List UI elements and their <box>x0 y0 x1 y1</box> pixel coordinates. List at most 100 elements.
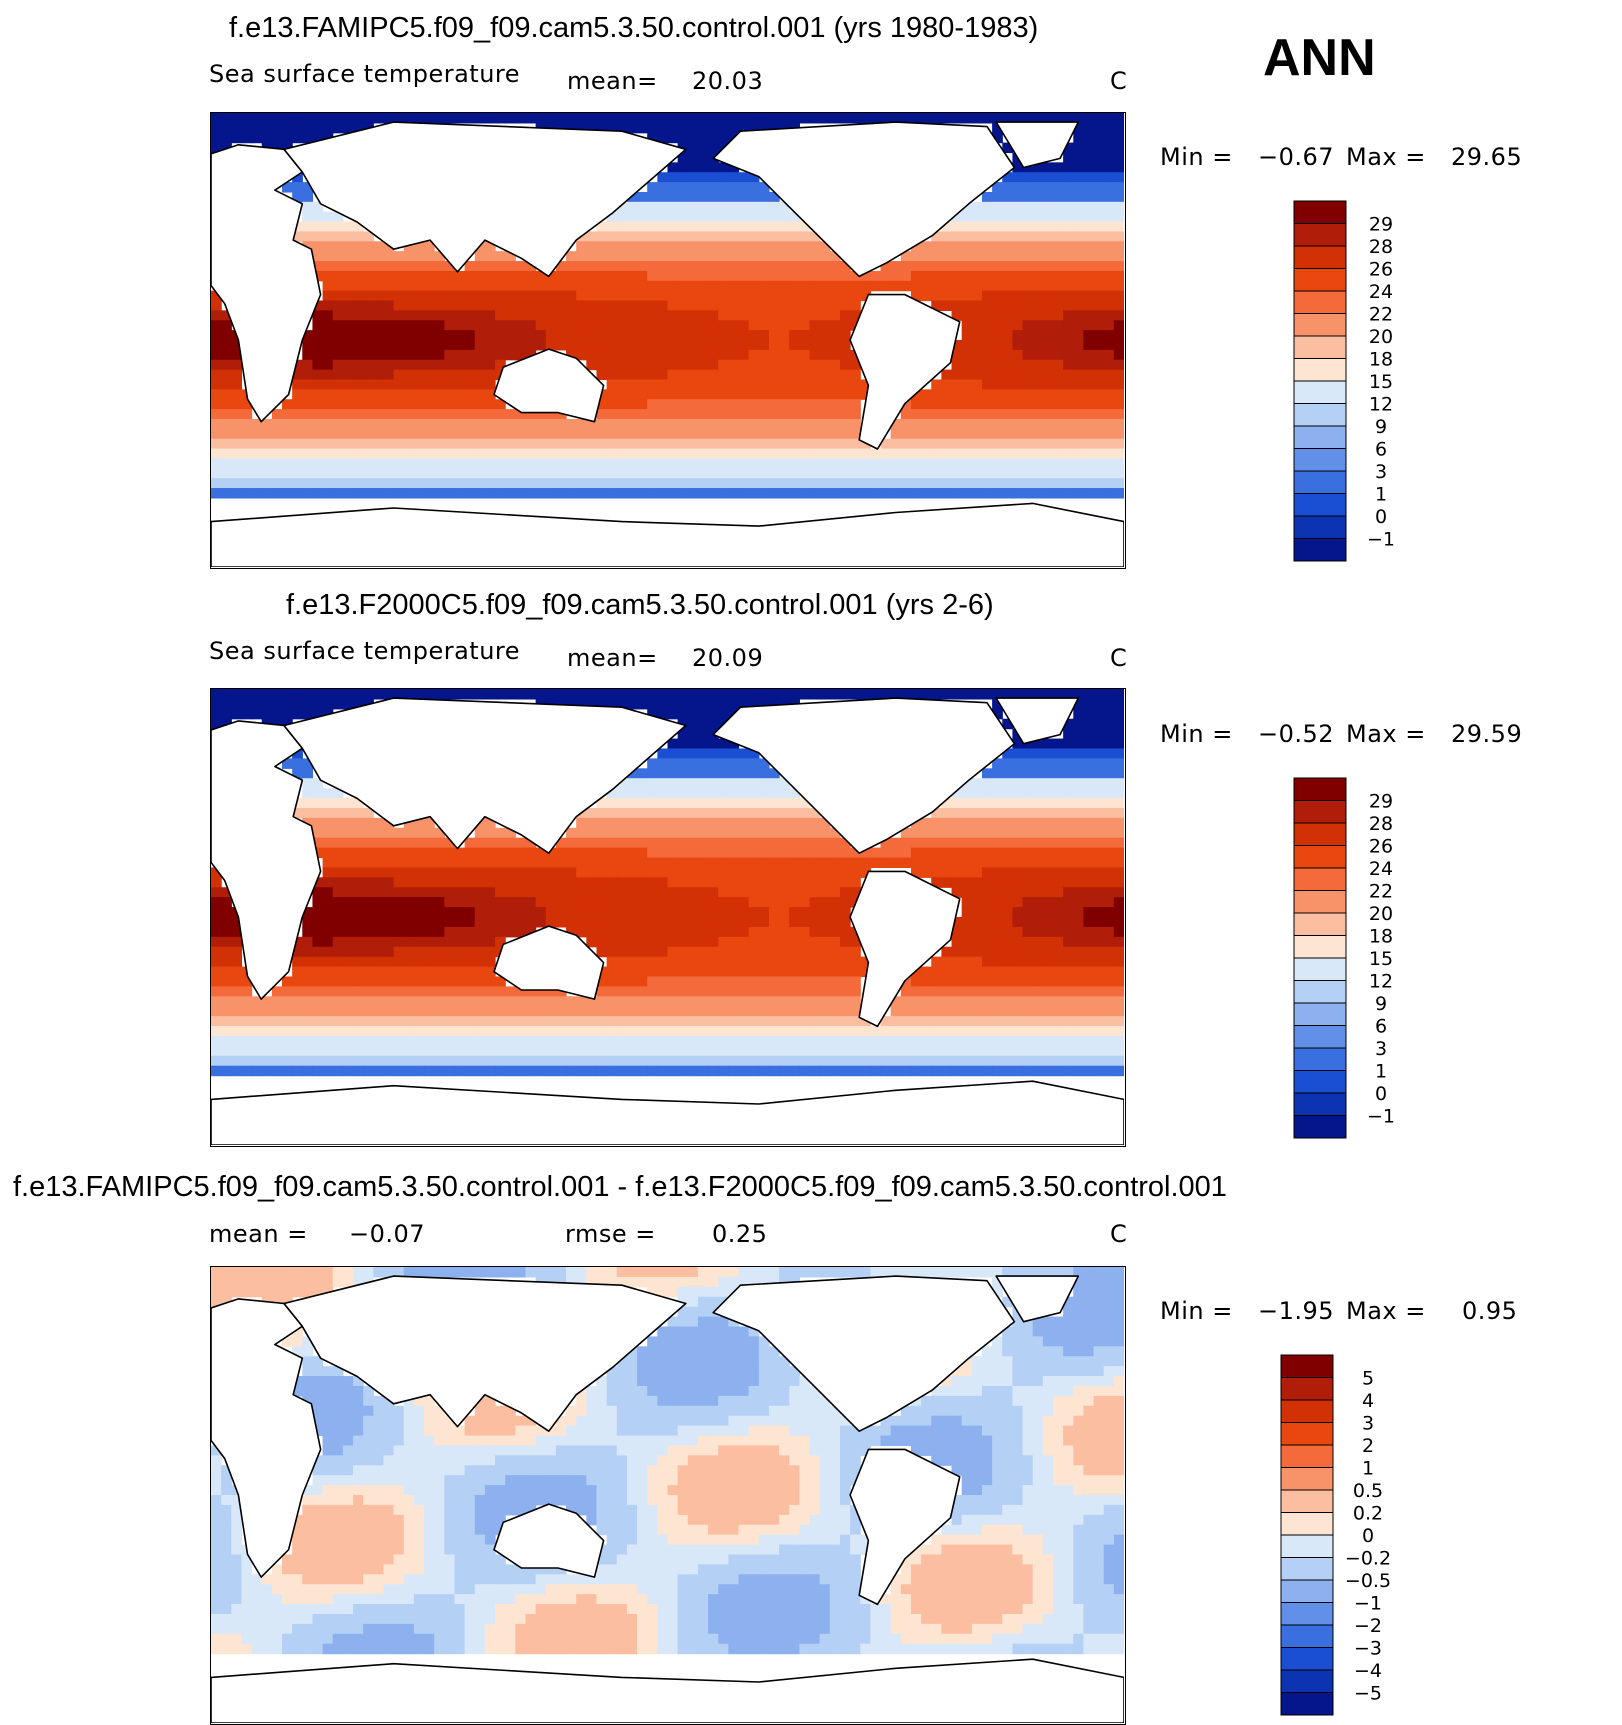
colorbar-swatch <box>1293 777 1347 801</box>
colorbar-tick-label: 4 <box>1362 1390 1374 1412</box>
panel-1-max-value: 29.65 <box>1451 143 1523 171</box>
colorbar-tick-label: 6 <box>1375 439 1387 461</box>
panel-3-rmse-label: rmse = <box>565 1220 656 1248</box>
panel-2-colorbar: 29 28 26 24 22 20 18 15 12 9 6 3 1 0 −1 <box>1293 777 1413 1142</box>
colorbar-swatch <box>1293 268 1347 292</box>
colorbar-tick-label: 15 <box>1369 948 1393 970</box>
colorbar-swatch <box>1280 1624 1334 1648</box>
coastline <box>211 1658 1124 1723</box>
colorbar-swatch <box>1280 1602 1334 1626</box>
colorbar-swatch <box>1293 1070 1347 1094</box>
coastline <box>283 1275 687 1432</box>
coastline <box>283 121 687 278</box>
colorbar-swatch <box>1280 1557 1334 1581</box>
colorbar-tick-label: 15 <box>1369 371 1393 393</box>
colorbar-tick-label: 3 <box>1362 1413 1374 1435</box>
colorbar-tick-label: 20 <box>1369 326 1393 348</box>
colorbar-swatch <box>1280 1669 1334 1693</box>
colorbar-swatch <box>1293 1047 1347 1071</box>
colorbar-tick-label: 5 <box>1362 1368 1374 1390</box>
panel-2-units: C <box>1110 644 1128 672</box>
colorbar-tick-label: 28 <box>1369 236 1393 258</box>
coastline <box>995 697 1080 745</box>
panel-2-max-value: 29.59 <box>1451 720 1523 748</box>
panel-2-title: f.e13.F2000C5.f09_f09.cam5.3.50.control.… <box>286 589 994 621</box>
coastline <box>211 1080 1124 1145</box>
colorbar-swatch <box>1280 1534 1334 1558</box>
panel-1-map <box>210 112 1126 569</box>
colorbar-swatch <box>1280 1422 1334 1446</box>
coastline <box>849 870 961 1028</box>
colorbar-tick-label: 9 <box>1375 993 1387 1015</box>
colorbar-swatch <box>1293 912 1347 936</box>
panel-2-mean-label: mean= <box>567 644 658 672</box>
colorbar-tick-label: 24 <box>1369 858 1393 880</box>
colorbar-swatch <box>1293 980 1347 1004</box>
coastline <box>493 1503 605 1578</box>
coastline <box>283 697 687 854</box>
colorbar-tick-label: 0.5 <box>1353 1480 1383 1502</box>
colorbar-swatch <box>1293 380 1347 404</box>
panel-1-units: C <box>1110 67 1128 95</box>
colorbar-swatch <box>1293 515 1347 539</box>
panel-3-min-label: Min = <box>1160 1297 1233 1325</box>
colorbar-tick-label: 26 <box>1369 836 1393 858</box>
colorbar-swatch <box>1293 493 1347 517</box>
panel-3-mean-value: −0.07 <box>349 1220 426 1248</box>
colorbar-tick-label: 0 <box>1362 1525 1374 1547</box>
panel-3-mean-label: mean = <box>209 1220 308 1248</box>
colorbar-tick-label: −1 <box>1354 1593 1382 1615</box>
panel-2-map <box>210 688 1126 1147</box>
colorbar-tick-label: 1 <box>1375 484 1387 506</box>
colorbar-swatch <box>1280 1692 1334 1716</box>
panel-1-mean-label: mean= <box>567 67 658 95</box>
panel-2-mean-value: 20.09 <box>692 644 764 672</box>
colorbar-swatch <box>1293 538 1347 562</box>
colorbar-swatch <box>1293 845 1347 869</box>
coastline <box>493 925 605 1000</box>
colorbar-swatch <box>1293 245 1347 269</box>
panel-3-max-value: 0.95 <box>1462 1297 1518 1325</box>
colorbar-tick-label: 29 <box>1369 214 1393 236</box>
coastline <box>493 348 605 423</box>
colorbar-tick-label: −3 <box>1354 1638 1382 1660</box>
colorbar-swatch <box>1293 403 1347 427</box>
season-label: ANN <box>1263 29 1376 87</box>
colorbar-swatch <box>1293 890 1347 914</box>
colorbar-tick-label: 1 <box>1362 1458 1374 1480</box>
colorbar-tick-label: −0.5 <box>1345 1570 1391 1592</box>
colorbar-swatch <box>1280 1467 1334 1491</box>
colorbar-swatch <box>1293 448 1347 472</box>
colorbar-tick-label: 28 <box>1369 813 1393 835</box>
panel-1-max-label: Max = <box>1346 143 1426 171</box>
panel-3-min-value: −1.95 <box>1258 1297 1335 1325</box>
colorbar-tick-label: −4 <box>1354 1660 1382 1682</box>
colorbar-tick-label: 2 <box>1362 1435 1374 1457</box>
colorbar-swatch <box>1293 358 1347 382</box>
panel-1-min-label: Min = <box>1160 143 1233 171</box>
colorbar-swatch <box>1293 290 1347 314</box>
colorbar-tick-label: −0.2 <box>1345 1548 1391 1570</box>
panel-2-max-label: Max = <box>1346 720 1426 748</box>
coastline <box>849 1448 961 1606</box>
colorbar-swatch <box>1293 335 1347 359</box>
panel-3-map <box>210 1266 1126 1725</box>
panel-2-variable: Sea surface temperature <box>209 637 521 665</box>
map-field <box>211 113 1124 499</box>
colorbar-tick-label: 22 <box>1369 881 1393 903</box>
panel-1-title: f.e13.FAMIPC5.f09_f09.cam5.3.50.control.… <box>229 12 1039 44</box>
colorbar-swatch <box>1293 200 1347 224</box>
colorbar-tick-label: 0.2 <box>1353 1503 1383 1525</box>
colorbar-swatch <box>1280 1512 1334 1536</box>
panel-3-rmse-value: 0.25 <box>712 1220 768 1248</box>
panel-2-min-value: −0.52 <box>1258 720 1335 748</box>
colorbar-swatch <box>1280 1579 1334 1603</box>
colorbar-swatch <box>1280 1399 1334 1423</box>
coastline <box>995 121 1080 169</box>
panel-1-colorbar: 29 28 26 24 22 20 18 15 12 9 6 3 1 0 −1 <box>1293 200 1413 565</box>
colorbar-tick-label: 6 <box>1375 1016 1387 1038</box>
colorbar-tick-label: 26 <box>1369 259 1393 281</box>
panel-1-variable: Sea surface temperature <box>209 60 521 88</box>
panel-3-units: C <box>1110 1220 1128 1248</box>
colorbar-swatch <box>1293 470 1347 494</box>
